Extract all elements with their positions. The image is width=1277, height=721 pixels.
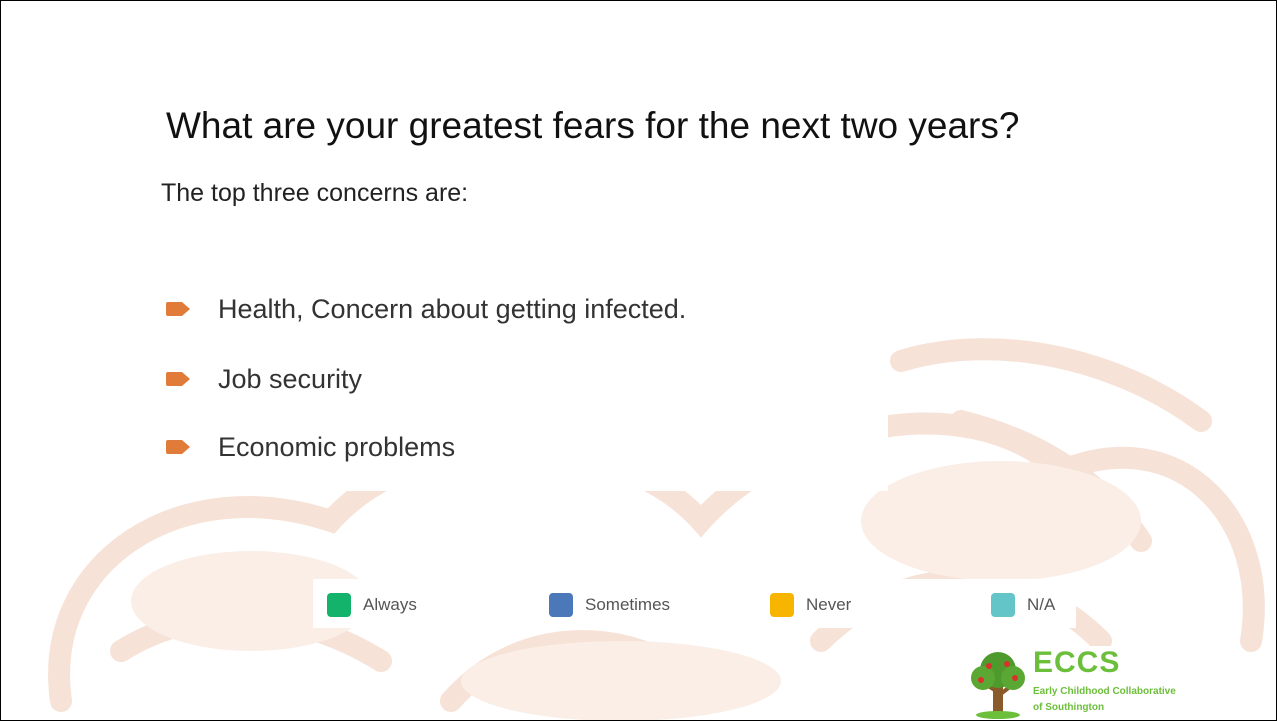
bullet-arrow [166,302,190,316]
bullet-item: Economic problems [166,427,455,467]
legend-swatch [770,593,794,617]
logo-tagline: Early Childhood Collaborative [1033,686,1176,697]
legend-item: N/A [991,593,1055,617]
legend-item: Never [770,593,851,617]
logo-tagline: of Southington [1033,702,1104,713]
legend-label: Sometimes [585,595,670,615]
slide: What are your greatest fears for the nex… [0,0,1277,721]
logo: ECCS Early Childhood Collaborative of So… [963,646,1206,721]
legend-swatch [327,593,351,617]
legend-label: Never [806,595,851,615]
legend-label: N/A [1027,595,1055,615]
legend-item: Sometimes [549,593,670,617]
bullet-arrow [166,372,190,386]
bullet-text: Job security [218,364,362,395]
legend-swatch [549,593,573,617]
legend-label: Always [363,595,417,615]
bullet-text: Economic problems [218,432,455,463]
bullet-text: Health, Concern about getting infected. [218,294,686,325]
subtitle: The top three concerns are: [161,179,468,208]
legend-item: Always [327,593,417,617]
slide-title: What are your greatest fears for the nex… [166,105,1019,147]
bullet-item: Health, Concern about getting infected. [166,289,686,329]
logo-name: ECCS [1033,646,1120,680]
legend: Always Sometimes Never N/A [313,579,1076,628]
legend-swatch [991,593,1015,617]
logo-tree [967,648,1029,720]
bullet-item: Job security [166,359,362,399]
bullet-arrow [166,440,190,454]
